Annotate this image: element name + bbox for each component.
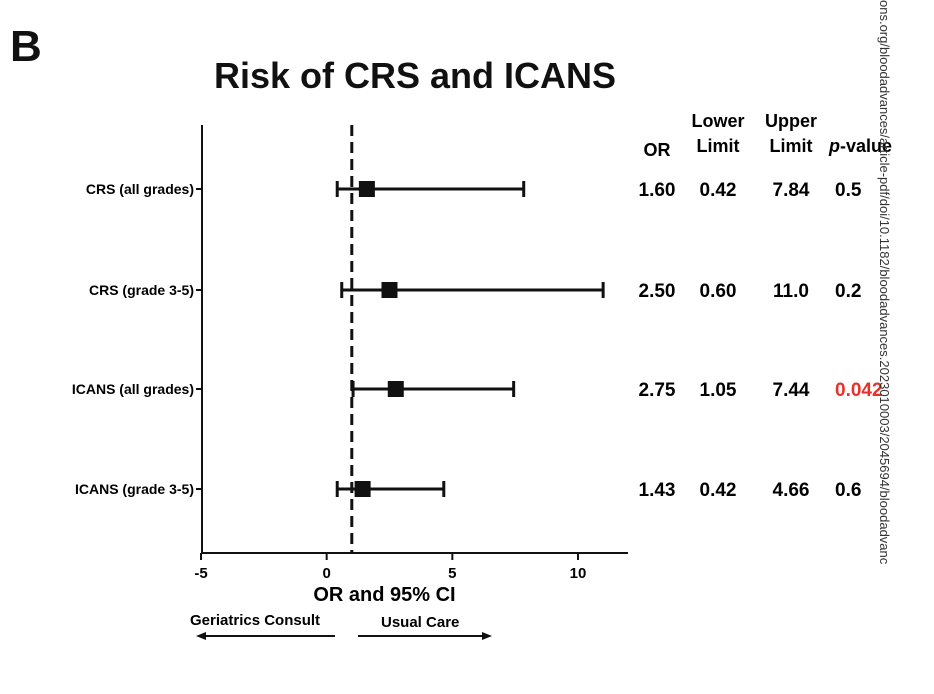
row-label: CRS (grade 3-5): [89, 282, 194, 298]
p-value: 0.2: [835, 281, 861, 302]
row-label: ICANS (all grades): [72, 381, 194, 397]
upper-limit-value: 4.66: [773, 480, 810, 501]
col-header-lower-2: Limit: [697, 136, 740, 156]
lower-limit-value: 1.05: [700, 380, 737, 401]
direction-indicators: Geriatrics Consult Usual Care: [190, 612, 492, 640]
or-point: [381, 282, 398, 298]
lower-limit-value: 0.42: [700, 480, 737, 501]
col-header-pvalue: p-value: [828, 136, 892, 156]
or-value: 1.43: [639, 480, 676, 501]
col-header-p-rest: -value: [840, 136, 892, 156]
x-tick-label: 0: [322, 565, 330, 582]
col-header-p-italic: p: [828, 136, 840, 156]
watermark-text: ons.org/bloodadvances/article-pdf/doi/10…: [877, 0, 892, 565]
plot-axes: -5 0 5 10 OR and 95% CI: [194, 125, 628, 606]
or-value: 2.75: [639, 380, 676, 401]
p-value: 0.6: [835, 480, 861, 501]
upper-limit-value: 7.44: [773, 380, 810, 401]
col-header-upper-2: Limit: [770, 136, 813, 156]
lower-limit-value: 0.42: [700, 180, 737, 201]
chart-title: Risk of CRS and ICANS: [214, 55, 617, 96]
p-value: 0.042: [835, 380, 883, 401]
lower-limit-value: 0.60: [700, 281, 737, 302]
upper-limit-value: 11.0: [773, 281, 809, 302]
or-value: 2.50: [639, 281, 676, 302]
or-point: [354, 481, 371, 497]
upper-limit-value: 7.84: [773, 180, 810, 201]
col-header-or: OR: [644, 140, 671, 160]
x-tick-label: 5: [448, 565, 456, 582]
or-value: 1.60: [639, 180, 676, 201]
left-arrow-head: [196, 632, 206, 640]
or-point: [358, 181, 375, 197]
plot-rows: CRS (all grades) CRS (grade 3-5) ICANS (al…: [72, 181, 605, 497]
right-direction-label: Usual Care: [381, 614, 459, 631]
left-direction-label: Geriatrics Consult: [190, 612, 320, 629]
row-label: ICANS (grade 3-5): [75, 481, 194, 497]
x-axis-title: OR and 95% CI: [313, 584, 455, 606]
x-tick-label: 10: [570, 565, 587, 582]
x-tick-label: -5: [194, 565, 207, 582]
stats-table: OR Lower Limit Upper Limit p-value 1.60 0…: [639, 111, 893, 501]
panel-letter: B: [10, 22, 42, 71]
col-header-upper-1: Upper: [765, 111, 817, 131]
or-point: [387, 381, 404, 397]
row-label: CRS (all grades): [86, 181, 194, 197]
right-arrow-head: [482, 632, 492, 640]
p-value: 0.5: [835, 180, 862, 201]
col-header-lower-1: Lower: [691, 111, 744, 131]
